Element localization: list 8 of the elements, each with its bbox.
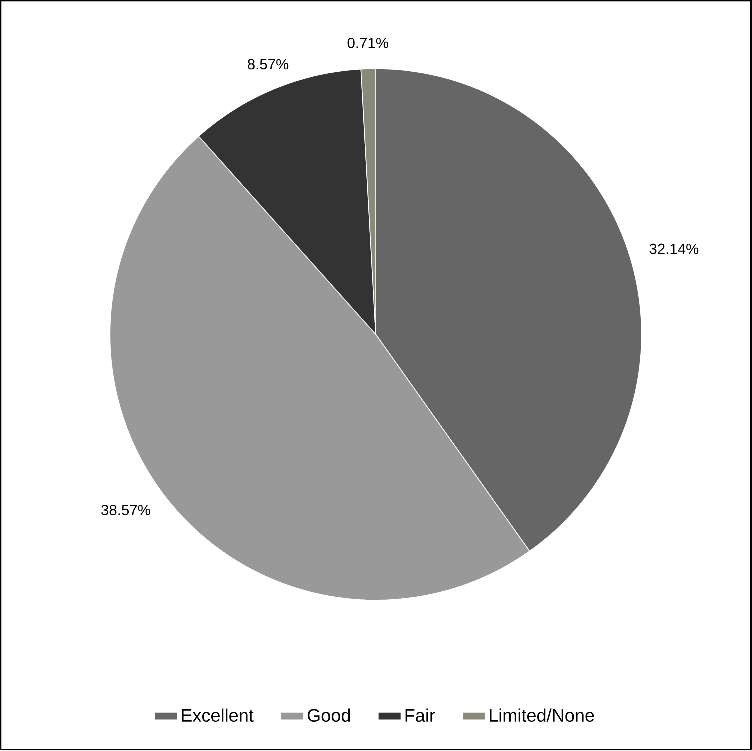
legend-label: Fair [406,708,436,722]
data-label: 38.57% [102,505,150,516]
legend-label: Excellent [182,708,254,722]
legend-label: Limited/None [490,708,594,722]
legend-label: Good [308,708,350,722]
data-label: 8.57% [248,59,289,70]
data-label: 32.14% [650,244,699,255]
data-label: 0.71% [348,38,388,49]
